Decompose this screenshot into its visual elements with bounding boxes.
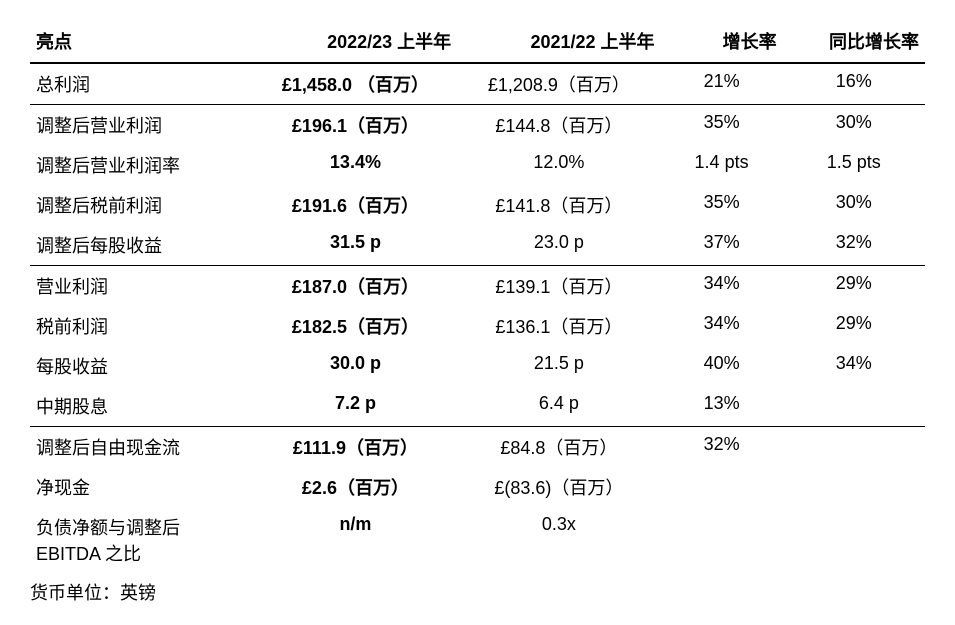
row-yoy: 29% bbox=[783, 266, 925, 307]
row-label: 调整后营业利润 bbox=[30, 105, 254, 146]
col-header-current: 2022/23 上半年 bbox=[254, 20, 457, 63]
row-yoy bbox=[783, 386, 925, 427]
row-growth: 1.4 pts bbox=[661, 145, 783, 185]
row-current-value: n/m bbox=[254, 507, 457, 573]
row-label: 净现金 bbox=[30, 467, 254, 507]
currency-footnote: 货币单位：英镑 bbox=[30, 573, 925, 605]
row-growth bbox=[661, 507, 783, 573]
row-current-value: 30.0 p bbox=[254, 346, 457, 386]
row-current-value: £111.9（百万） bbox=[254, 427, 457, 468]
row-current-value: £182.5（百万） bbox=[254, 306, 457, 346]
row-yoy: 34% bbox=[783, 346, 925, 386]
table-row: 总利润£1,458.0 （百万）£1,208.9（百万）21%16% bbox=[30, 63, 925, 105]
table-header-row: 亮点 2022/23 上半年 2021/22 上半年 增长率 同比增长率 bbox=[30, 20, 925, 63]
row-yoy: 30% bbox=[783, 185, 925, 225]
table-row: 营业利润£187.0（百万）£139.1（百万）34%29% bbox=[30, 266, 925, 307]
row-prior-value: £139.1（百万） bbox=[457, 266, 660, 307]
row-prior-value: 23.0 p bbox=[457, 225, 660, 266]
row-current-value: £191.6（百万） bbox=[254, 185, 457, 225]
row-current-value: 31.5 p bbox=[254, 225, 457, 266]
row-label: 税前利润 bbox=[30, 306, 254, 346]
row-yoy bbox=[783, 427, 925, 468]
row-label: 调整后营业利润率 bbox=[30, 145, 254, 185]
row-prior-value: £144.8（百万） bbox=[457, 105, 660, 146]
table-row: 调整后税前利润£191.6（百万）£141.8（百万）35%30% bbox=[30, 185, 925, 225]
row-yoy: 16% bbox=[783, 63, 925, 105]
col-header-yoy: 同比增长率 bbox=[783, 20, 925, 63]
table-row: 税前利润£182.5（百万）£136.1（百万）34%29% bbox=[30, 306, 925, 346]
row-prior-value: 6.4 p bbox=[457, 386, 660, 427]
row-label: 调整后税前利润 bbox=[30, 185, 254, 225]
row-label: 每股收益 bbox=[30, 346, 254, 386]
row-prior-value: £84.8（百万） bbox=[457, 427, 660, 468]
row-growth: 35% bbox=[661, 105, 783, 146]
table-row: 调整后营业利润率13.4%12.0%1.4 pts1.5 pts bbox=[30, 145, 925, 185]
table-row: 每股收益30.0 p21.5 p40%34% bbox=[30, 346, 925, 386]
row-current-value: 7.2 p bbox=[254, 386, 457, 427]
row-yoy: 29% bbox=[783, 306, 925, 346]
row-prior-value: 0.3x bbox=[457, 507, 660, 573]
row-prior-value: 21.5 p bbox=[457, 346, 660, 386]
row-growth: 35% bbox=[661, 185, 783, 225]
row-prior-value: £141.8（百万） bbox=[457, 185, 660, 225]
row-yoy: 30% bbox=[783, 105, 925, 146]
row-label: 调整后自由现金流 bbox=[30, 427, 254, 468]
row-yoy: 1.5 pts bbox=[783, 145, 925, 185]
row-label: 总利润 bbox=[30, 63, 254, 105]
row-growth: 37% bbox=[661, 225, 783, 266]
col-header-growth: 增长率 bbox=[661, 20, 783, 63]
row-growth: 40% bbox=[661, 346, 783, 386]
row-prior-value: £(83.6)（百万） bbox=[457, 467, 660, 507]
row-label: 负债净额与调整后 EBITDA 之比 bbox=[30, 507, 254, 573]
row-current-value: £2.6（百万） bbox=[254, 467, 457, 507]
row-growth: 34% bbox=[661, 306, 783, 346]
col-header-label: 亮点 bbox=[30, 20, 254, 63]
table-row: 负债净额与调整后 EBITDA 之比n/m0.3x bbox=[30, 507, 925, 573]
table-row: 净现金£2.6（百万）£(83.6)（百万） bbox=[30, 467, 925, 507]
row-label: 中期股息 bbox=[30, 386, 254, 427]
col-header-prior: 2021/22 上半年 bbox=[457, 20, 660, 63]
table-row: 调整后自由现金流£111.9（百万）£84.8（百万）32% bbox=[30, 427, 925, 468]
table-row: 调整后营业利润£196.1（百万）£144.8（百万）35%30% bbox=[30, 105, 925, 146]
row-growth: 34% bbox=[661, 266, 783, 307]
row-current-value: 13.4% bbox=[254, 145, 457, 185]
row-current-value: £187.0（百万） bbox=[254, 266, 457, 307]
row-label: 营业利润 bbox=[30, 266, 254, 307]
row-growth: 21% bbox=[661, 63, 783, 105]
table-row: 调整后每股收益31.5 p23.0 p37%32% bbox=[30, 225, 925, 266]
row-yoy bbox=[783, 467, 925, 507]
row-yoy: 32% bbox=[783, 225, 925, 266]
row-prior-value: £1,208.9（百万） bbox=[457, 63, 660, 105]
row-current-value: £1,458.0 （百万） bbox=[254, 63, 457, 105]
row-prior-value: £136.1（百万） bbox=[457, 306, 660, 346]
table-row: 中期股息7.2 p6.4 p13% bbox=[30, 386, 925, 427]
row-prior-value: 12.0% bbox=[457, 145, 660, 185]
row-yoy bbox=[783, 507, 925, 573]
row-growth: 32% bbox=[661, 427, 783, 468]
row-current-value: £196.1（百万） bbox=[254, 105, 457, 146]
row-label: 调整后每股收益 bbox=[30, 225, 254, 266]
row-growth: 13% bbox=[661, 386, 783, 427]
financial-highlights-table: 亮点 2022/23 上半年 2021/22 上半年 增长率 同比增长率 总利润… bbox=[30, 20, 925, 573]
row-growth bbox=[661, 467, 783, 507]
